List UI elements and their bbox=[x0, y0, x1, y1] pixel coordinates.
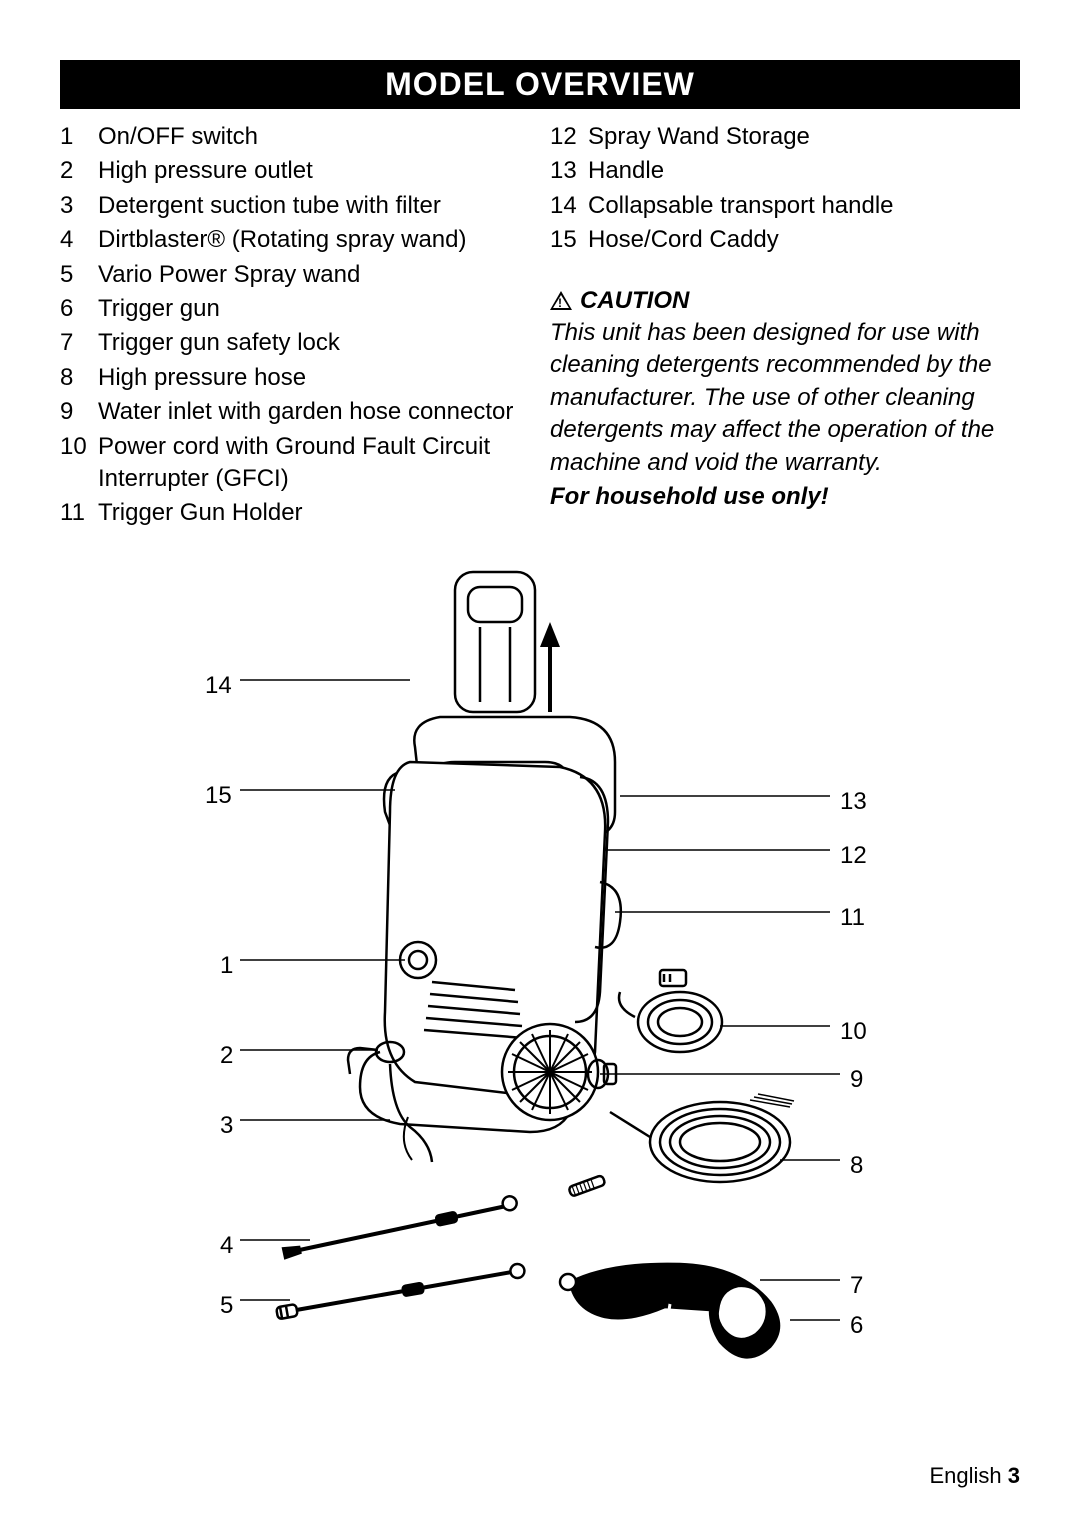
overview-item: 14Collapsable transport handle bbox=[550, 190, 1020, 222]
diagram-callout: 12 bbox=[840, 842, 867, 870]
overview-item: 3Detergent suction tube with filter bbox=[60, 190, 530, 222]
overview-item: 1On/OFF switch bbox=[60, 121, 530, 153]
diagram-callout: 6 bbox=[850, 1312, 863, 1340]
item-text: Trigger Gun Holder bbox=[98, 497, 530, 529]
item-text: High pressure outlet bbox=[98, 155, 530, 187]
page-footer: English 3 bbox=[929, 1463, 1020, 1489]
item-number: 9 bbox=[60, 396, 98, 428]
item-number: 13 bbox=[550, 155, 588, 187]
diagram-callout: 5 bbox=[220, 1292, 233, 1320]
item-number: 15 bbox=[550, 224, 588, 256]
caution-text: This unit has been designed for use with… bbox=[550, 317, 1020, 479]
warning-icon: ! bbox=[550, 291, 572, 310]
overview-item: 7Trigger gun safety lock bbox=[60, 327, 530, 359]
item-text: Power cord with Ground Fault Circuit Int… bbox=[98, 431, 530, 496]
overview-item: 12Spray Wand Storage bbox=[550, 121, 1020, 153]
item-text: Vario Power Spray wand bbox=[98, 259, 530, 291]
item-number: 10 bbox=[60, 431, 98, 496]
overview-item: 10Power cord with Ground Fault Circuit I… bbox=[60, 431, 530, 496]
diagram-callout: 7 bbox=[850, 1272, 863, 1300]
diagram-callout: 14 bbox=[205, 672, 232, 700]
item-number: 5 bbox=[60, 259, 98, 291]
item-text: Trigger gun bbox=[98, 293, 530, 325]
item-number: 2 bbox=[60, 155, 98, 187]
overview-item: 11Trigger Gun Holder bbox=[60, 497, 530, 529]
item-number: 7 bbox=[60, 327, 98, 359]
item-text: Collapsable transport handle bbox=[588, 190, 1020, 222]
item-number: 11 bbox=[60, 497, 98, 529]
diagram-callout: 3 bbox=[220, 1112, 233, 1140]
section-title: MODEL OVERVIEW bbox=[60, 60, 1020, 109]
item-number: 3 bbox=[60, 190, 98, 222]
overview-item: 8High pressure hose bbox=[60, 362, 530, 394]
overview-item: 9Water inlet with garden hose connector bbox=[60, 396, 530, 428]
overview-item: 15Hose/Cord Caddy bbox=[550, 224, 1020, 256]
diagram-callout: 13 bbox=[840, 788, 867, 816]
diagram-callout: 11 bbox=[840, 904, 865, 932]
left-column: 1On/OFF switch2High pressure outlet3Dete… bbox=[60, 121, 530, 532]
item-text: On/OFF switch bbox=[98, 121, 530, 153]
diagram-svg bbox=[60, 552, 1020, 1412]
overview-item: 2High pressure outlet bbox=[60, 155, 530, 187]
item-number: 6 bbox=[60, 293, 98, 325]
item-number: 4 bbox=[60, 224, 98, 256]
footer-page-number: 3 bbox=[1008, 1463, 1020, 1488]
item-text: Spray Wand Storage bbox=[588, 121, 1020, 153]
item-number: 12 bbox=[550, 121, 588, 153]
overview-item: 4Dirtblaster® (Rotating spray wand) bbox=[60, 224, 530, 256]
overview-item: 13Handle bbox=[550, 155, 1020, 187]
item-number: 8 bbox=[60, 362, 98, 394]
overview-columns: 1On/OFF switch2High pressure outlet3Dete… bbox=[60, 121, 1020, 532]
diagram-callout: 9 bbox=[850, 1066, 863, 1094]
overview-item: 6Trigger gun bbox=[60, 293, 530, 325]
caution-heading: ! CAUTION bbox=[550, 285, 1020, 317]
right-column: 12Spray Wand Storage13Handle14Collapsabl… bbox=[550, 121, 1020, 532]
caution-label: CAUTION bbox=[580, 285, 689, 317]
diagram-callout: 4 bbox=[220, 1232, 233, 1260]
caution-emphasis: For household use only! bbox=[550, 481, 1020, 513]
item-text: Detergent suction tube with filter bbox=[98, 190, 530, 222]
model-diagram: 141512345131211109876 bbox=[60, 552, 1020, 1412]
overview-item: 5Vario Power Spray wand bbox=[60, 259, 530, 291]
item-text: Hose/Cord Caddy bbox=[588, 224, 1020, 256]
item-text: Water inlet with garden hose connector bbox=[98, 396, 530, 428]
item-text: Handle bbox=[588, 155, 1020, 187]
diagram-callout: 8 bbox=[850, 1152, 863, 1180]
diagram-callout: 10 bbox=[840, 1018, 867, 1046]
item-number: 1 bbox=[60, 121, 98, 153]
item-text: Trigger gun safety lock bbox=[98, 327, 530, 359]
footer-language: English bbox=[929, 1463, 1001, 1488]
diagram-callout: 2 bbox=[220, 1042, 233, 1070]
diagram-callout: 15 bbox=[205, 782, 232, 810]
diagram-callout: 1 bbox=[220, 952, 233, 980]
item-text: High pressure hose bbox=[98, 362, 530, 394]
item-text: Dirtblaster® (Rotating spray wand) bbox=[98, 224, 530, 256]
item-number: 14 bbox=[550, 190, 588, 222]
